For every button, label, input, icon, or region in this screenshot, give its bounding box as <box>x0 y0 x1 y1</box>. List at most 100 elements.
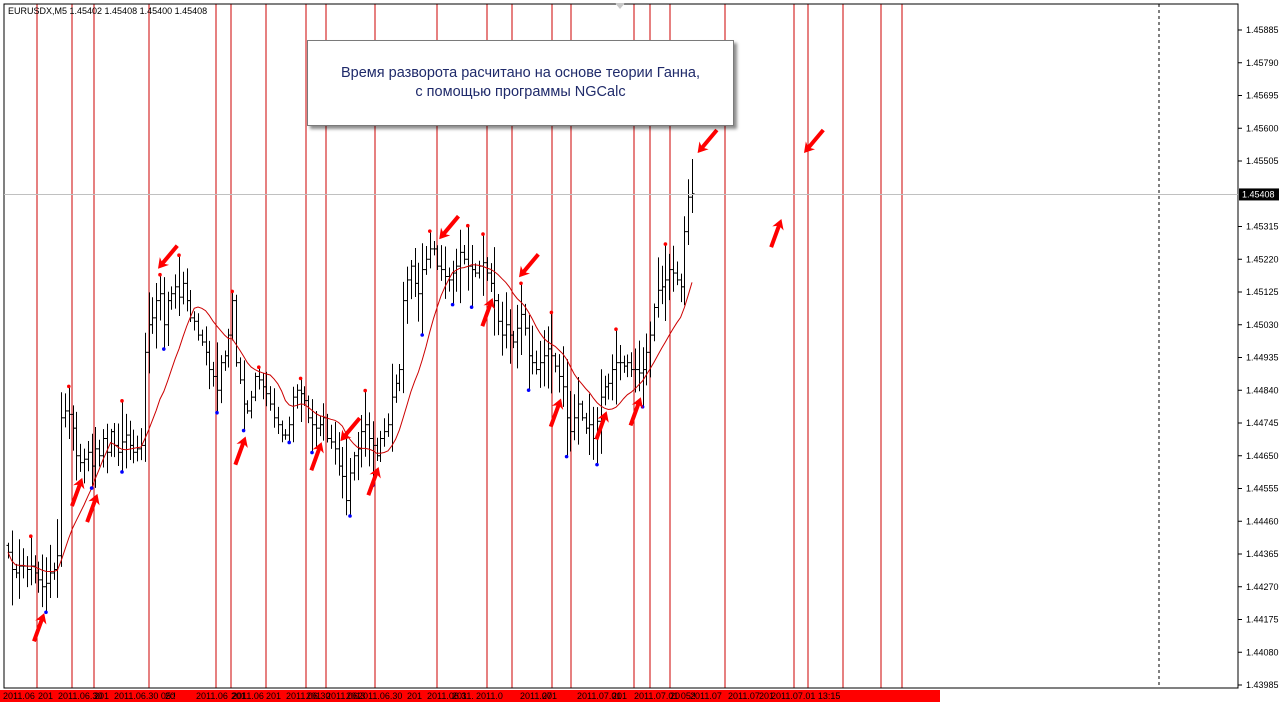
ohlc-bar <box>10 530 15 606</box>
x-tick-label: 2011.07.01 13:15 <box>771 691 840 701</box>
ohlc-bar <box>207 340 212 390</box>
ohlc-bar <box>538 340 543 388</box>
ohlc-bar <box>481 234 486 296</box>
ohlc-bar <box>546 326 551 389</box>
ohlc-bar <box>443 246 448 299</box>
ohlc-bar <box>44 557 49 613</box>
pivot-high-dot <box>29 534 33 539</box>
ohlc-bar <box>318 415 323 437</box>
reversal-arrow <box>628 397 644 427</box>
x-tick-label: 2011.06.3 <box>326 691 365 701</box>
ohlc-bar <box>667 253 672 301</box>
arrow-shape <box>32 613 47 642</box>
y-tick-label: 1.45790 <box>1246 58 1279 68</box>
ohlc-bar <box>230 291 235 341</box>
ohlc-bar <box>500 301 505 356</box>
reversal-arrow <box>32 613 47 642</box>
ohlc-bar <box>192 311 197 331</box>
ohlc-bar <box>173 274 178 309</box>
pivot-high-dot <box>481 232 485 236</box>
ohlc-bar <box>682 216 687 306</box>
ohlc-bar <box>405 266 410 324</box>
x-tick-label: 201 <box>306 691 321 701</box>
ohlc-bar <box>166 291 171 347</box>
arrow-shape <box>85 493 100 523</box>
y-tick-label: 1.44175 <box>1246 615 1279 625</box>
ohlc-bar <box>97 439 102 467</box>
x-tick-label: 2011.07 <box>520 691 552 701</box>
arrow-shape <box>628 397 644 427</box>
ohlc-bar <box>238 357 243 384</box>
ohlc-bar <box>492 247 497 336</box>
ohlc-bar <box>375 437 380 461</box>
ohlc-bar <box>568 391 573 452</box>
ohlc-bar <box>211 361 216 387</box>
shift-marker <box>615 3 625 9</box>
pivot-low-dot <box>595 462 599 467</box>
ohlc-bar <box>637 340 642 392</box>
x-tick-label: 20 <box>165 691 175 701</box>
reversal-arrow <box>480 298 495 327</box>
ohlc-bar <box>101 429 106 468</box>
y-tick-label: 1.44935 <box>1246 353 1279 363</box>
y-tick-label: 1.45695 <box>1246 91 1279 101</box>
ohlc-bar <box>610 354 615 401</box>
ohlc-bar <box>29 536 34 586</box>
x-tick-label: 2011.06.30 <box>358 691 402 701</box>
pivot-high-dot <box>549 310 554 315</box>
y-tick-label: 1.44840 <box>1246 385 1279 395</box>
ohlc-bar <box>458 229 463 304</box>
ohlc-bar <box>253 372 258 402</box>
ohlc-bar <box>432 240 437 256</box>
reversal-arrows <box>32 128 825 642</box>
ohlc-bar <box>591 406 596 460</box>
ohlc-bar <box>352 451 357 481</box>
current-price-label: 1.45408 <box>1242 189 1275 199</box>
ohlc-bar <box>367 412 372 467</box>
ohlc-bar <box>276 406 281 435</box>
ohlc-bar <box>416 262 421 322</box>
ohlc-bar <box>249 390 254 419</box>
ohlc-bar <box>435 245 440 270</box>
y-tick-label: 1.45600 <box>1246 123 1279 133</box>
ohlc-bar <box>401 281 406 394</box>
arrow-shape <box>519 253 540 278</box>
x-tick-label: 2011.06.30 05:! <box>114 691 176 701</box>
ohlc-bar <box>428 231 433 269</box>
reversal-arrow <box>85 493 100 523</box>
ohlc-bar <box>576 377 581 445</box>
arrow-shape <box>158 244 179 269</box>
ohlc-bar <box>675 261 680 286</box>
reversal-arrow <box>519 253 540 278</box>
ohlc-bar <box>131 429 136 464</box>
ohlc-bar <box>530 325 535 375</box>
ohlc-bar <box>82 448 87 484</box>
ohlc-bar <box>519 283 524 355</box>
ohlc-bar <box>690 159 695 213</box>
ohlc-bar <box>348 458 353 517</box>
y-tick-label: 1.44650 <box>1246 451 1279 461</box>
ohlc-bar <box>36 561 41 593</box>
arrow-shape <box>769 219 784 248</box>
ohlc-bar <box>344 437 349 516</box>
pivot-low-dot <box>564 454 569 459</box>
y-tick-label: 1.44080 <box>1246 647 1279 657</box>
ohlc-bar <box>55 519 60 598</box>
ohlc-bar <box>606 373 611 400</box>
x-tick-label: 2011.07 <box>690 691 722 701</box>
pivot-low-dot <box>420 333 425 337</box>
ohlc-bar <box>686 179 691 246</box>
ohlc-bar <box>511 330 516 349</box>
ohlc-bar <box>135 435 140 462</box>
x-tick-label: 2011.06 <box>232 691 264 701</box>
annotation-box[interactable]: Время разворота расчитано на основе теор… <box>307 40 734 126</box>
ohlc-bar <box>120 400 125 472</box>
ohlc-bar <box>565 359 570 457</box>
x-tick-label: 201 <box>612 691 627 701</box>
reversal-arrow <box>70 477 85 507</box>
ohlc-bar <box>679 273 684 303</box>
x-tick-label: 2011.0 <box>476 691 503 701</box>
pivot-low-dot <box>287 440 292 445</box>
ohlc-bar <box>169 286 174 310</box>
